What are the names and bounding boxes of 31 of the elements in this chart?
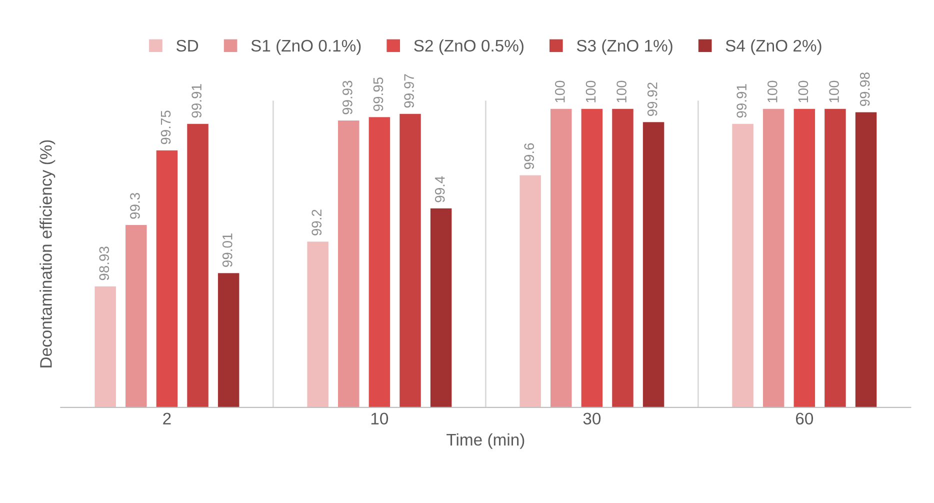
- data-label: 99.91: [192, 84, 202, 118]
- data-label: 100: [829, 80, 839, 102]
- data-label: 100: [798, 80, 808, 102]
- data-label: 100: [767, 80, 778, 102]
- data-label: 99.93: [342, 80, 352, 114]
- data-label: 99.95: [373, 77, 384, 111]
- x-tick-label: 10: [371, 412, 388, 425]
- data-label: 100: [616, 80, 626, 102]
- legend-label: S1 (ZnO 0.1%): [251, 39, 361, 55]
- data-label: 99.01: [222, 233, 232, 267]
- legend-label: S2 (ZnO 0.5%): [414, 39, 524, 55]
- data-label: 98.93: [99, 246, 110, 280]
- x-tick-label: 60: [796, 412, 814, 425]
- x-tick-label: 30: [583, 412, 601, 425]
- data-label: 99.6: [524, 143, 534, 170]
- legend-label: S3 (ZnO 1%): [576, 39, 672, 55]
- data-label: 99.92: [647, 82, 658, 116]
- legend-label: SD: [176, 40, 198, 52]
- data-label: 99.4: [434, 176, 445, 202]
- data-label: 99.97: [404, 74, 414, 108]
- data-label: 99.91: [736, 84, 747, 118]
- y-axis-title: Decontamination efficiency (%): [40, 140, 56, 368]
- data-label: 100: [555, 80, 565, 102]
- data-label: 99.98: [860, 72, 870, 106]
- data-label: 100: [586, 80, 596, 102]
- data-label: 99.2: [312, 210, 322, 236]
- x-axis-title: Time (min): [446, 433, 524, 449]
- legend-label: S4 (ZnO 2%): [726, 39, 822, 55]
- data-label: 99.75: [160, 110, 171, 144]
- data-label: 99.3: [130, 193, 140, 219]
- x-tick-label: 2: [163, 412, 171, 424]
